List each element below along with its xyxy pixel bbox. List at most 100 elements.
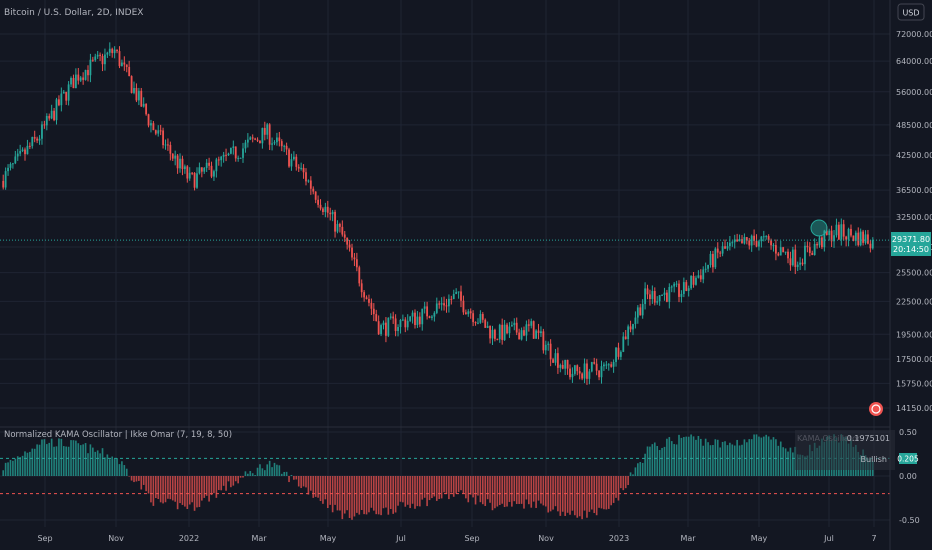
- oscillator-bar: [542, 476, 545, 506]
- oscillator-bar: [58, 438, 60, 476]
- oscillator-bar: [738, 445, 741, 476]
- candle-body: [593, 362, 596, 364]
- candle-body: [111, 48, 114, 54]
- oscillator-bar: [370, 476, 373, 508]
- candle-body: [297, 166, 300, 169]
- candle-body: [619, 351, 622, 357]
- candle-body: [62, 91, 65, 94]
- candle-body: [760, 236, 763, 242]
- candle-body: [217, 159, 220, 161]
- candle-body: [605, 364, 608, 366]
- oscillator-bar: [285, 471, 288, 476]
- oscillator-axis-ticks[interactable]: 0.50 0.00 -0.50: [899, 428, 920, 525]
- candle-body: [673, 283, 676, 287]
- oscillator-bar: [670, 441, 673, 476]
- currency-button[interactable]: USD: [897, 3, 925, 21]
- oscillator-bar: [198, 476, 201, 507]
- oscillator-bar: [305, 476, 307, 488]
- candle-body: [431, 316, 433, 318]
- oscillator-bar: [704, 438, 707, 476]
- candle-body: [867, 234, 869, 244]
- oscillator-bar: [498, 476, 501, 506]
- candle-body: [823, 230, 826, 248]
- candle-body: [324, 206, 327, 212]
- oscillator-bar: [753, 434, 755, 476]
- oscillator-bar: [290, 474, 293, 476]
- time-axis-ticks[interactable]: Sep Nov 2022 Mar May Jul Sep Nov 2023 Mar May Jul 7: [37, 534, 876, 543]
- oscillator-bar: [600, 476, 603, 509]
- candle-body: [639, 307, 642, 316]
- candle-body: [552, 359, 554, 363]
- oscillator-bar: [116, 458, 118, 476]
- oscillator-bar: [511, 476, 513, 507]
- oscillator-bar: [358, 476, 361, 515]
- candle-body: [612, 361, 615, 367]
- candle-body: [55, 99, 58, 121]
- candle-body: [351, 247, 353, 258]
- candle-body: [60, 93, 63, 106]
- candle-body: [234, 146, 237, 159]
- oscillator-bar: [484, 476, 487, 506]
- oscillator-bar: [758, 436, 760, 476]
- price-tick-label: 48500.00: [896, 121, 932, 130]
- candle-body: [392, 316, 395, 319]
- oscillator-bar: [385, 476, 387, 508]
- candle-body: [249, 137, 252, 140]
- candle-body: [610, 364, 613, 367]
- oscillator-bar: [644, 453, 646, 476]
- candle-body: [186, 166, 189, 179]
- candle-body: [530, 321, 533, 326]
- candle-body: [474, 322, 477, 324]
- price-axis-ticks[interactable]: 72000.00 64000.00 56000.00 48500.00 42500.00…: [896, 30, 932, 413]
- candle-body: [607, 364, 610, 366]
- oscillator-bar: [770, 439, 772, 476]
- oscillator-bar: [450, 476, 453, 493]
- candle-body: [244, 142, 247, 149]
- candle-body: [150, 123, 152, 126]
- oscillator-bar: [317, 476, 319, 498]
- candle-body: [460, 291, 462, 301]
- oscillator-bar: [578, 476, 581, 517]
- oscillator-bar: [271, 467, 273, 476]
- candle-body: [603, 364, 605, 367]
- candle-body: [135, 88, 138, 101]
- candle-body: [837, 224, 840, 240]
- oscillator-bar: [712, 445, 714, 476]
- alert-icon[interactable]: [869, 402, 883, 416]
- oscillator-bar: [736, 439, 738, 476]
- oscillator-bar: [777, 445, 780, 476]
- oscillator-bar: [423, 476, 426, 498]
- candle-body: [622, 336, 625, 352]
- oscillator-bar: [12, 460, 14, 476]
- candle-body: [738, 239, 741, 242]
- candle-body: [326, 206, 329, 213]
- candle-body: [782, 247, 785, 253]
- last-price-value: 29371.80: [892, 235, 930, 244]
- oscillator-bar: [2, 470, 5, 476]
- oscillator-bar: [140, 476, 143, 490]
- oscillator-bar: [394, 476, 397, 513]
- candle-body: [113, 49, 116, 54]
- candle-body: [527, 324, 530, 326]
- candle-body: [486, 326, 489, 328]
- oscillator-bar: [474, 476, 477, 505]
- oscillator-bar: [486, 476, 489, 500]
- candle-body: [525, 324, 528, 336]
- oscillator-bar: [702, 445, 705, 476]
- oscillator-bar: [658, 450, 661, 476]
- time-tick-label: May: [751, 534, 768, 543]
- candle-body: [859, 231, 862, 246]
- oscillator-bar: [414, 476, 416, 509]
- candle-body: [385, 322, 387, 336]
- candle-body: [259, 140, 261, 144]
- candle-body: [251, 137, 254, 139]
- candle-body: [334, 211, 336, 232]
- candle-body: [220, 156, 223, 161]
- oscillator-bar: [731, 444, 734, 476]
- oscillator-bar: [440, 476, 443, 499]
- candle-body: [271, 143, 273, 145]
- oscillator-bar: [508, 476, 511, 502]
- oscillator-bar: [208, 476, 210, 502]
- candle-body: [682, 282, 685, 294]
